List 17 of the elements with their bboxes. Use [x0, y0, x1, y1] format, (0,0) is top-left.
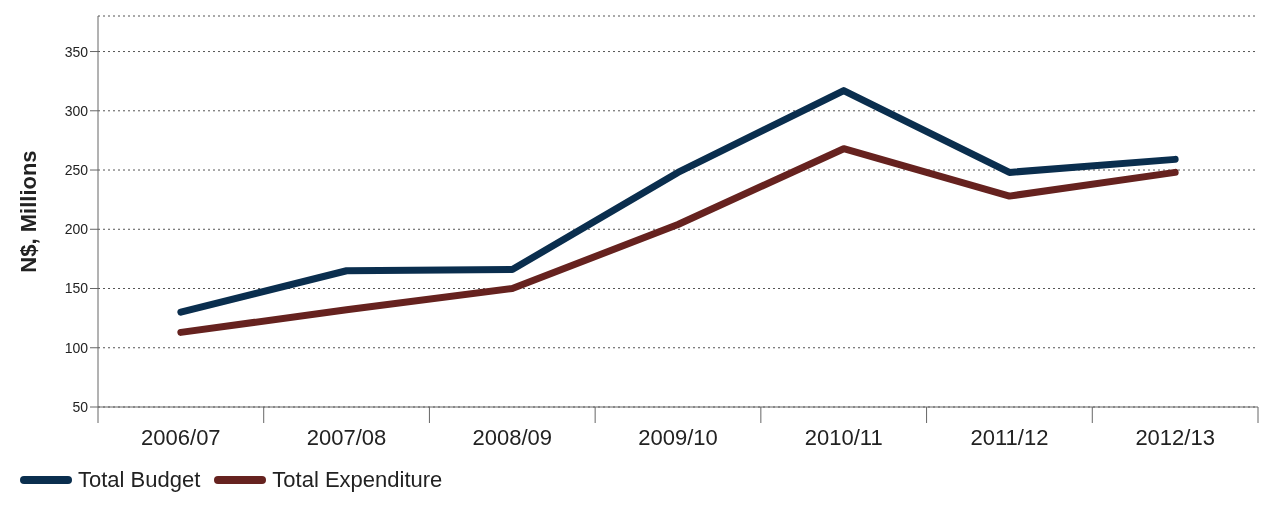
- y-tick-label: 100: [64, 339, 89, 356]
- y-tick-label: 50: [72, 398, 89, 415]
- legend-label: Total Budget: [78, 467, 201, 493]
- y-axis-title: N$, Millions: [15, 150, 41, 273]
- y-tick-label: 150: [64, 280, 89, 297]
- y-tick-label: 200: [64, 221, 89, 238]
- x-tick-label: 2007/08: [306, 425, 387, 450]
- y-tick-label: 350: [64, 43, 89, 60]
- y-tick-label: 250: [64, 162, 89, 178]
- x-tick-label: 2010/11: [804, 425, 883, 450]
- x-tick-label: 2006/07: [141, 425, 221, 450]
- x-tick-label: 2012/13: [1135, 425, 1215, 450]
- x-tick-label: 2011/12: [970, 425, 1049, 450]
- x-tick-label: 2008/09: [472, 425, 553, 450]
- y-tick-label: 300: [64, 102, 89, 119]
- x-tick-label: 2009/10: [638, 425, 718, 450]
- legend-label: Total Expenditure: [272, 467, 443, 493]
